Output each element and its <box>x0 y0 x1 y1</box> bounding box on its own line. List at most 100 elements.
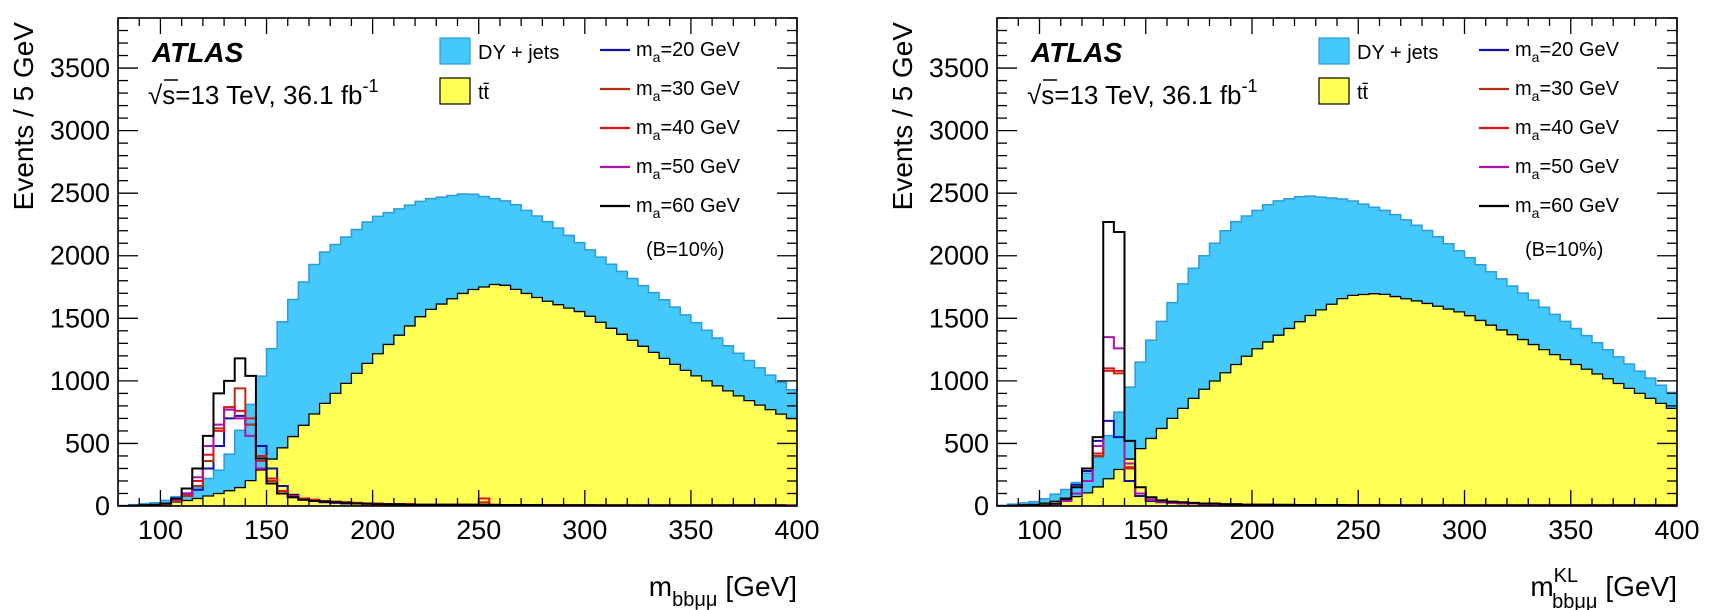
legend-mass-sub: a <box>1532 205 1540 221</box>
chart-panel-1: 100 150 200 250 300 350 400 0 500 1000 1500 2000 250… <box>8 17 820 610</box>
y-tick-label: 0 <box>95 491 110 521</box>
y-tick-label: 3000 <box>50 116 110 146</box>
legend-label-tt: tt̄ <box>478 82 490 104</box>
x-axis-label-sup: KL <box>1554 565 1578 587</box>
legend-mass-sub: a <box>1532 49 1540 65</box>
x-tick-label: 350 <box>1548 515 1593 545</box>
energy-lumi-label: √s=13 TeV, 36.1 fb-1 <box>148 76 379 110</box>
legend-label-tt: tt̄ <box>1357 82 1369 104</box>
legend-mass-value: =60 GeV <box>660 195 740 217</box>
sqrt-sign: √ <box>1027 80 1042 110</box>
x-tick-label: 300 <box>562 515 607 545</box>
x-tick-label: 300 <box>1442 515 1487 545</box>
x-axis-label: mKL bbμμ [GeV] <box>1530 565 1677 610</box>
legend-mass-sub: a <box>653 205 661 221</box>
legend-mass-value: =50 GeV <box>660 156 740 178</box>
atlas-label: ATLAS <box>151 37 244 68</box>
legend-mass-value: =60 GeV <box>1539 195 1619 217</box>
legend-mass-sub: a <box>1532 166 1540 182</box>
sqrt-sign: √ <box>148 80 163 110</box>
x-tick-label: 200 <box>1229 515 1274 545</box>
x-tick-label: 100 <box>138 515 183 545</box>
legend-label-ma20: ma=20 GeV <box>636 39 741 65</box>
y-tick-label: 2000 <box>50 241 110 271</box>
legend-mass-symbol: m <box>636 39 653 61</box>
y-tick-label: 1000 <box>50 366 110 396</box>
legend-swatch-dy <box>1318 37 1350 65</box>
x-axis-label-sub: bbμμ <box>672 589 717 610</box>
x-tick-label: 150 <box>244 515 289 545</box>
ttbar-histogram <box>118 283 797 506</box>
x-axis-label-sub: bbμμ <box>1552 591 1597 610</box>
legend-mass-value: =40 GeV <box>660 117 740 139</box>
y-tick-label: 3500 <box>50 53 110 83</box>
y-tick-label: 1500 <box>50 303 110 333</box>
legend-swatch-tt <box>439 77 471 105</box>
legend-mass-sub: a <box>653 88 661 104</box>
legend-swatch-tt <box>1318 77 1350 105</box>
atlas-label: ATLAS <box>1030 37 1123 68</box>
x-tick-label: 100 <box>1017 515 1062 545</box>
chart-panel-2: 100 150 200 250 300 350 400 0 500 1000 1500 2000 250… <box>887 17 1700 610</box>
legend-mass-value: =20 GeV <box>1539 39 1619 61</box>
y-tick-label: 3500 <box>929 53 989 83</box>
y-tick-label: 1000 <box>929 366 989 396</box>
legend-mass-symbol: m <box>1515 117 1532 139</box>
y-tick-label: 2500 <box>929 178 989 208</box>
y-tick-label: 500 <box>944 428 989 458</box>
x-tick-label: 200 <box>350 515 395 545</box>
legend-mass-sub: a <box>1532 127 1540 143</box>
energy-lumi-text: s=13 TeV, 36.1 fb <box>162 80 362 110</box>
legend-mass-sub: a <box>653 127 661 143</box>
energy-lumi-text: s=13 TeV, 36.1 fb <box>1041 80 1241 110</box>
legend-mass-value: =50 GeV <box>1539 156 1619 178</box>
x-axis-label-var: m <box>649 571 672 602</box>
legend-mass-symbol: m <box>636 117 653 139</box>
x-tick-label: 250 <box>1336 515 1381 545</box>
legend-label-ma30: ma=30 GeV <box>1515 78 1620 104</box>
legend-note: (B=10%) <box>1525 239 1603 261</box>
y-axis-label: Events / 5 GeV <box>8 22 39 211</box>
y-axis-label: Events / 5 GeV <box>887 22 918 211</box>
legend-mass-symbol: m <box>1515 156 1532 178</box>
ttbar-histogram <box>997 293 1677 506</box>
x-tick-label: 400 <box>774 515 819 545</box>
y-tick-label: 1500 <box>929 303 989 333</box>
plot-area <box>118 193 797 506</box>
legend-mass-symbol: m <box>1515 195 1532 217</box>
legend-mass-value: =20 GeV <box>660 39 740 61</box>
y-tick-label: 0 <box>974 491 989 521</box>
legend-label-ma60: ma=60 GeV <box>636 195 741 221</box>
legend-label-ma40: ma=40 GeV <box>636 117 741 143</box>
y-tick-label: 500 <box>65 428 110 458</box>
legend-label-ma50: ma=50 GeV <box>1515 156 1620 182</box>
legend-mass-value: =30 GeV <box>660 78 740 100</box>
legend-label-ma20: ma=20 GeV <box>1515 39 1620 65</box>
legend-label-dy: DY + jets <box>1357 42 1438 64</box>
x-tick-label: 350 <box>668 515 713 545</box>
legend-label-ma60: ma=60 GeV <box>1515 195 1620 221</box>
x-axis-label-unit: [GeV] <box>725 571 797 602</box>
y-tick-label: 2000 <box>929 241 989 271</box>
energy-lumi-label: √s=13 TeV, 36.1 fb-1 <box>1027 76 1258 110</box>
y-tick-label: 3000 <box>929 116 989 146</box>
legend-mass-symbol: m <box>1515 39 1532 61</box>
legend-note: (B=10%) <box>646 239 724 261</box>
legend-label-dy: DY + jets <box>478 42 559 64</box>
x-axis-label-var: m <box>1530 571 1553 602</box>
legend-swatch-dy <box>439 37 471 65</box>
legend-mass-sub: a <box>1532 88 1540 104</box>
x-tick-label: 150 <box>1123 515 1168 545</box>
y-tick-label: 2500 <box>50 178 110 208</box>
legend-mass-symbol: m <box>636 195 653 217</box>
legend-label-ma50: ma=50 GeV <box>636 156 741 182</box>
lumi-exponent: -1 <box>363 76 379 96</box>
legend-label-ma30: ma=30 GeV <box>636 78 741 104</box>
x-tick-label: 250 <box>456 515 501 545</box>
legend-mass-sub: a <box>653 166 661 182</box>
x-axis-label-unit: [GeV] <box>1605 571 1677 602</box>
legend-mass-sub: a <box>653 49 661 65</box>
lumi-exponent: -1 <box>1242 76 1258 96</box>
legend-mass-symbol: m <box>636 156 653 178</box>
